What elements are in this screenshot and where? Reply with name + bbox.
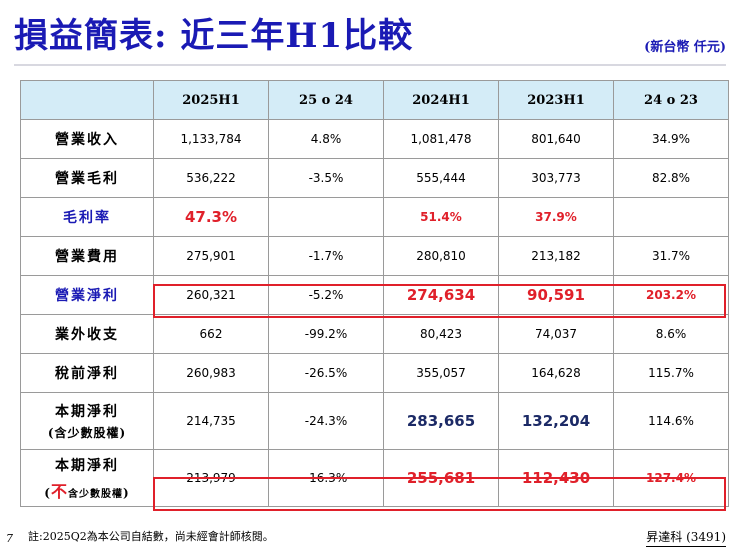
table-row: 營業淨利 260,321 -5.2% 274,634 90,591 203.2% <box>20 275 729 315</box>
cell: -26.5% <box>268 353 384 393</box>
cell: 801,640 <box>498 119 614 159</box>
cell: 127.4% <box>613 449 729 507</box>
table-row: 本期淨利 (不含少數股權) 213,979 -16.3% 255,681 112… <box>20 449 729 507</box>
header-2024h1: 2024H1 <box>383 80 499 120</box>
cell-value: 37.9% <box>535 210 577 224</box>
cell: 112,430 <box>498 449 614 507</box>
title-divider <box>14 64 726 66</box>
income-statement-table: 2025H1 25 o 24 2024H1 2023H1 24 o 23 營業收… <box>20 80 729 507</box>
row-label: 業外收支 <box>20 314 154 354</box>
table-row: 毛利率 47.3% 51.4% 37.9% <box>20 197 729 237</box>
cell <box>613 197 729 237</box>
row-label-sub: (不含少數股權) <box>25 478 149 502</box>
cell: 203.2% <box>613 275 729 315</box>
cell: 37.9% <box>498 197 614 237</box>
row-label-main: 本期淨利 <box>55 404 119 420</box>
cell-value: 255,681 <box>406 469 476 487</box>
cell: 1,133,784 <box>153 119 269 159</box>
cell: -5.2% <box>268 275 384 315</box>
page-title: 損益簡表: 近三年H1比較 <box>14 16 414 56</box>
cell: 255,681 <box>383 449 499 507</box>
cell: 662 <box>153 314 269 354</box>
cell: 74,037 <box>498 314 614 354</box>
table-row: 營業收入 1,133,784 4.8% 1,081,478 801,640 34… <box>20 119 729 159</box>
cell: -24.3% <box>268 392 384 450</box>
page-number: 7 <box>6 532 13 545</box>
cell: 260,321 <box>153 275 269 315</box>
header-25-vs-24: 25 o 24 <box>268 80 384 120</box>
cell: 34.9% <box>613 119 729 159</box>
table-row: 營業毛利 536,222 -3.5% 555,444 303,773 82.8% <box>20 158 729 198</box>
cell: 8.6% <box>613 314 729 354</box>
cell: -1.7% <box>268 236 384 276</box>
footnote: 註:2025Q2為本公司自結數，尚未經會計師核閱。 <box>28 530 274 543</box>
cell-value: 112,430 <box>521 469 591 487</box>
row-label: 營業收入 <box>20 119 154 159</box>
cell: -3.5% <box>268 158 384 198</box>
cell-value: 90,591 <box>527 286 585 304</box>
table-row: 業外收支 662 -99.2% 80,423 74,037 8.6% <box>20 314 729 354</box>
sub-rest: 含少數股權 <box>68 488 123 500</box>
company-name: 昇達科 (3491) <box>646 528 726 547</box>
currency-unit: (新台幣 仟元) <box>644 40 726 55</box>
cell: 82.8% <box>613 158 729 198</box>
row-label-main: 本期淨利 <box>55 457 119 474</box>
cell: 115.7% <box>613 353 729 393</box>
cell: 47.3% <box>153 197 269 237</box>
cell: 355,057 <box>383 353 499 393</box>
sub-close-paren: ) <box>123 485 130 500</box>
row-label: 營業毛利 <box>20 158 154 198</box>
table-row: 本期淨利 (含少數股權) 214,735 -24.3% 283,665 132,… <box>20 392 729 450</box>
table-row: 稅前淨利 260,983 -26.5% 355,057 164,628 115.… <box>20 353 729 393</box>
table-header-row: 2025H1 25 o 24 2024H1 2023H1 24 o 23 <box>20 80 729 120</box>
cell: 275,901 <box>153 236 269 276</box>
cell: 214,735 <box>153 392 269 450</box>
cell: 1,081,478 <box>383 119 499 159</box>
cell: 536,222 <box>153 158 269 198</box>
row-label: 本期淨利 (不含少數股權) <box>20 449 154 507</box>
row-label: 營業淨利 <box>20 275 154 315</box>
cell: -16.3% <box>268 449 384 507</box>
row-label: 稅前淨利 <box>20 353 154 393</box>
cell: 555,444 <box>383 158 499 198</box>
sub-red-char: 不 <box>50 481 68 501</box>
header-2023h1: 2023H1 <box>498 80 614 120</box>
cell: 90,591 <box>498 275 614 315</box>
cell: 132,204 <box>498 392 614 450</box>
header-2025h1: 2025H1 <box>153 80 269 120</box>
row-label: 本期淨利 (含少數股權) <box>20 392 154 450</box>
cell: 280,810 <box>383 236 499 276</box>
cell: 260,983 <box>153 353 269 393</box>
cell: 51.4% <box>383 197 499 237</box>
cell-value: 274,634 <box>406 286 476 304</box>
cell: -99.2% <box>268 314 384 354</box>
cell: 303,773 <box>498 158 614 198</box>
cell <box>268 197 384 237</box>
row-label: 營業費用 <box>20 236 154 276</box>
row-label-sub: (含少數股權) <box>47 426 127 440</box>
header-corner <box>20 80 154 120</box>
cell: 114.6% <box>613 392 729 450</box>
cell: 164,628 <box>498 353 614 393</box>
cell-value: 47.3% <box>184 208 238 226</box>
cell-value: 51.4% <box>420 210 462 224</box>
cell-value: 132,204 <box>521 412 591 430</box>
cell: 274,634 <box>383 275 499 315</box>
cell: 31.7% <box>613 236 729 276</box>
cell: 80,423 <box>383 314 499 354</box>
sub-open-paren: ( <box>44 485 51 500</box>
cell-value: 127.4% <box>646 471 696 485</box>
cell-value: 203.2% <box>646 288 696 302</box>
cell: 213,979 <box>153 449 269 507</box>
cell: 4.8% <box>268 119 384 159</box>
cell: 213,182 <box>498 236 614 276</box>
cell: 283,665 <box>383 392 499 450</box>
cell-value: 283,665 <box>406 412 476 430</box>
table-row: 營業費用 275,901 -1.7% 280,810 213,182 31.7% <box>20 236 729 276</box>
header-24-vs-23: 24 o 23 <box>613 80 729 120</box>
row-label: 毛利率 <box>20 197 154 237</box>
